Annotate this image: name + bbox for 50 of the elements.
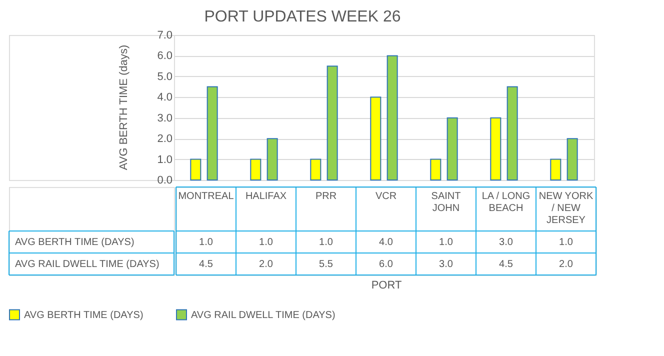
y-tick-label: 1.0: [157, 154, 172, 166]
data-label: 1.0: [199, 237, 214, 248]
bar: [206, 86, 218, 180]
bar: [370, 96, 382, 180]
data-label: 1.0: [559, 237, 574, 248]
x-tick-label: LA / LONG BEACH: [482, 191, 530, 214]
data-label: 4.0: [379, 237, 394, 248]
x-tick-label: SAINT JOHN: [431, 191, 461, 214]
bar: [506, 86, 518, 180]
x-tick-label: MONTREAL: [178, 191, 234, 202]
x-tick-label: PRR: [315, 191, 337, 202]
x-tick-label: NEW YORK / NEW JERSEY: [538, 191, 594, 226]
y-tick-label: 3.0: [157, 112, 172, 124]
y-tick-label: 5.0: [157, 70, 172, 83]
y-tick-label: 2.0: [157, 133, 172, 146]
data-label: 2.0: [559, 259, 574, 270]
y-tick-label: 0.0: [157, 174, 172, 186]
bar: [190, 158, 202, 180]
x-axis-title: PORT: [371, 280, 402, 292]
data-label: 5.5: [319, 259, 334, 270]
x-tick-label: HALIFAX: [245, 191, 287, 202]
y-tick-label: 4.0: [157, 92, 172, 104]
data-label: 2.0: [259, 259, 274, 270]
bar: [550, 158, 562, 180]
bar: [266, 138, 278, 180]
bar: [310, 158, 322, 180]
chart-title: PORT UPDATES WEEK 26: [204, 8, 401, 26]
bar: [326, 66, 338, 180]
data-label: 3.0: [439, 259, 454, 270]
bar: [386, 55, 398, 180]
bar: [430, 158, 442, 180]
bar: [490, 117, 502, 180]
bar: [446, 117, 458, 180]
y-axis-title: AVG BERTH TIME (days): [118, 44, 130, 170]
data-label: 1.0: [259, 237, 274, 248]
legend-label: AVG RAIL DWELL TIME (DAYS): [191, 310, 336, 321]
data-label: 6.0: [379, 259, 394, 270]
data-label: 1.0: [439, 237, 454, 248]
data-label: 3.0: [499, 237, 514, 248]
legend-label: AVG BERTH TIME (DAYS): [24, 310, 144, 321]
text: AVG BERTH TIME (DAYS): [15, 237, 134, 248]
bar: [566, 138, 578, 180]
y-tick-label: 6.0: [157, 50, 172, 62]
bar: [250, 158, 262, 180]
data-label: 1.0: [319, 237, 334, 248]
data-label: 4.5: [499, 259, 514, 270]
data-label: 4.5: [199, 259, 214, 270]
x-tick-label: VCR: [375, 191, 397, 202]
y-tick-label: 7.0: [157, 30, 172, 42]
text: AVG RAIL DWELL TIME (DAYS): [15, 259, 160, 270]
